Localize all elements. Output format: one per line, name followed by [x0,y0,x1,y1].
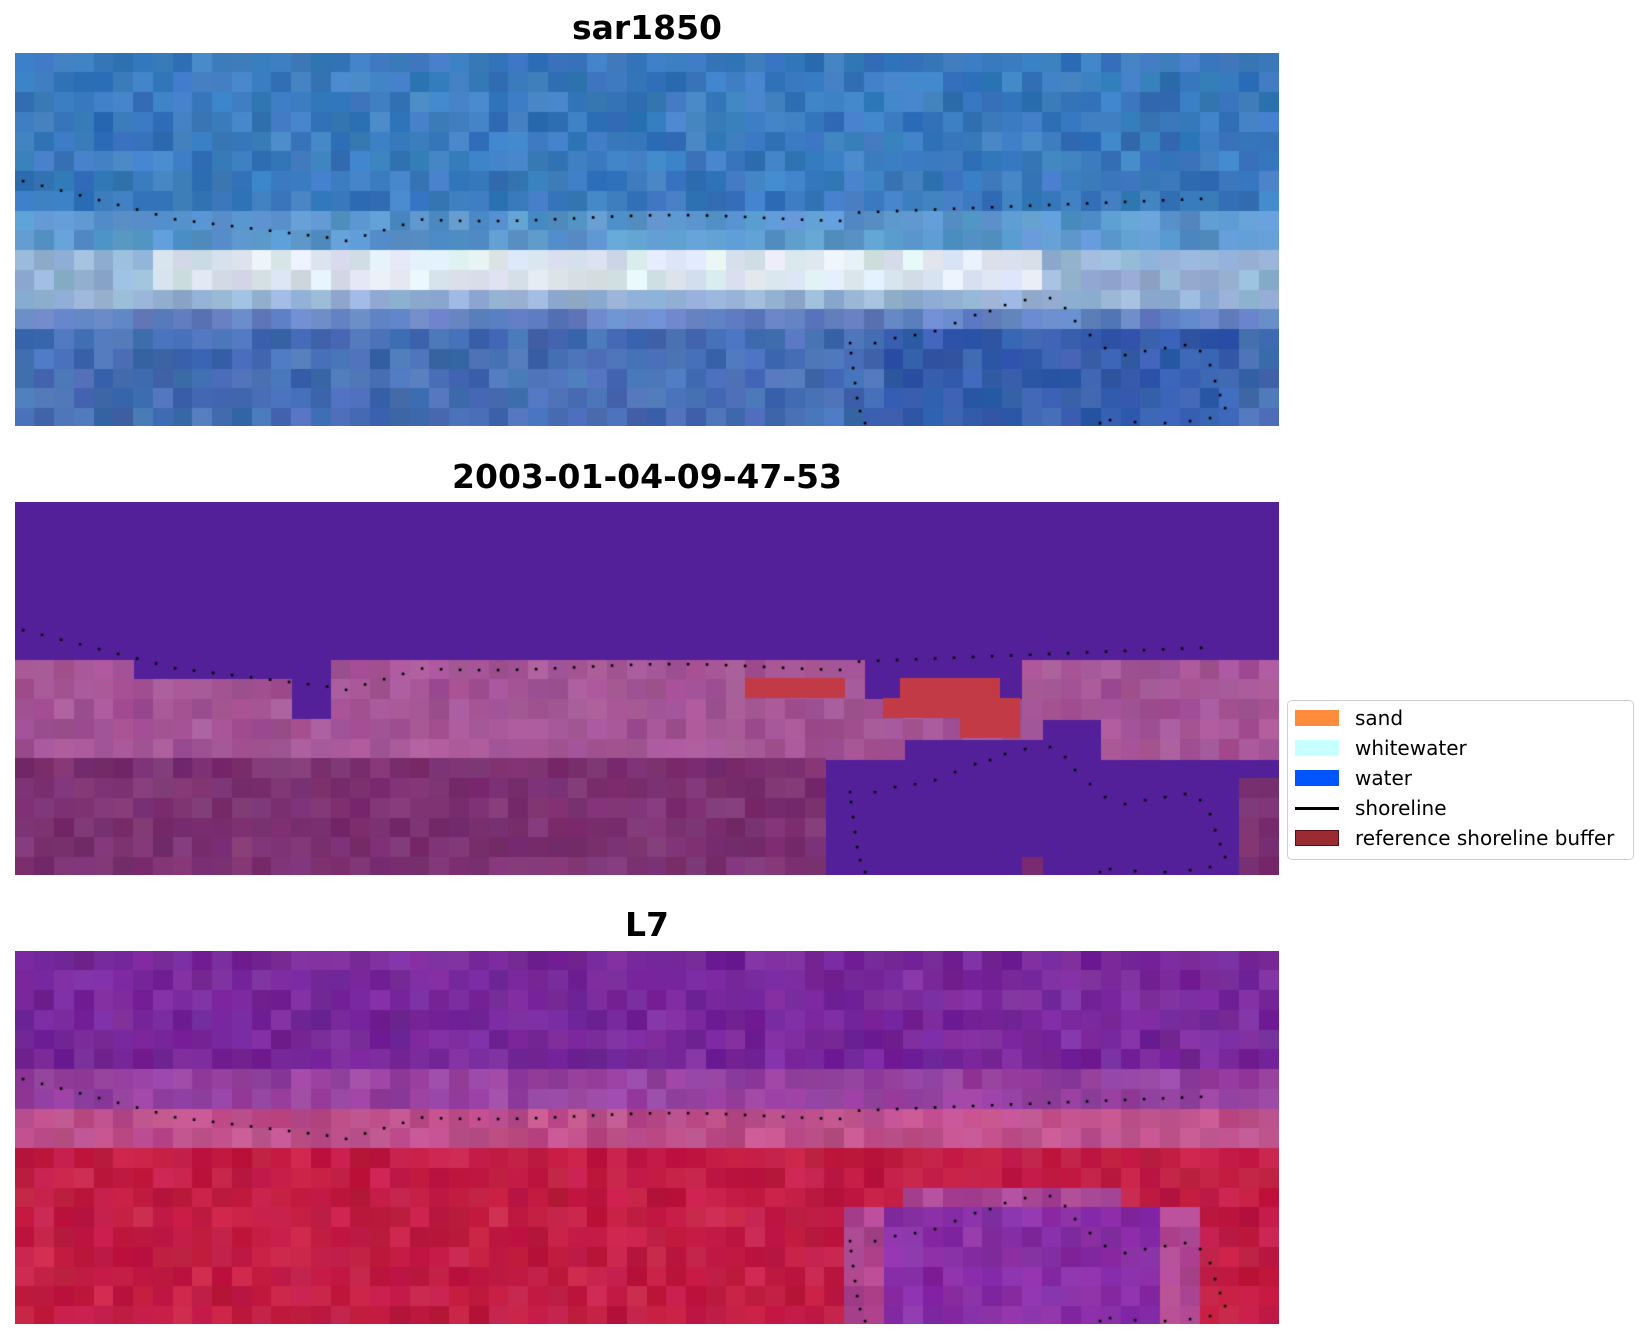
panel-title-3: L7 [625,905,669,944]
legend: sand whitewater water shoreline referenc… [1287,700,1634,860]
legend-label-buffer: reference shoreline buffer [1355,826,1615,850]
water-swatch [1295,770,1339,786]
panel-title-2: 2003-01-04-09-47-53 [452,457,842,496]
legend-label-whitewater: whitewater [1355,736,1467,760]
legend-label-water: water [1355,766,1412,790]
classified-image [15,502,1279,875]
image-panel-l7 [15,951,1279,1324]
sand-swatch [1295,710,1339,726]
sar-rgb-image [15,53,1279,426]
image-panel-sar [15,53,1279,426]
legend-item-water: water [1295,764,1412,792]
buffer-swatch [1295,830,1339,846]
legend-item-buffer: reference shoreline buffer [1295,824,1614,852]
image-panel-classified [15,502,1279,875]
legend-label-shoreline: shoreline [1355,796,1447,820]
shoreline-line-swatch [1295,806,1339,810]
legend-item-whitewater: whitewater [1295,734,1467,762]
l7-false-color-image [15,951,1279,1324]
legend-item-sand: sand [1295,704,1403,732]
panel-title-1: sar1850 [571,8,723,47]
legend-item-shoreline: shoreline [1295,794,1447,822]
legend-label-sand: sand [1355,706,1404,730]
whitewater-swatch [1295,740,1339,756]
